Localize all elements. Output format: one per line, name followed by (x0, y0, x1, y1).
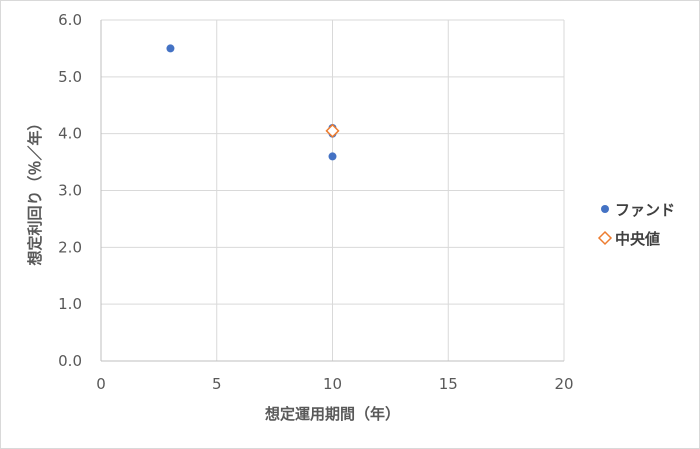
axes (100, 20, 564, 362)
y-tick-label: 4.0 (58, 125, 82, 143)
y-tick-label: 5.0 (58, 68, 82, 86)
y-tick-label: 1.0 (58, 295, 82, 313)
series (166, 44, 340, 161)
y-tick-label: 2.0 (58, 238, 82, 256)
tick-labels: 0.0 1.0 2.0 3.0 4.0 5.0 6.0 0 5 10 15 20 (58, 11, 573, 393)
legend-diamond-marker (597, 230, 613, 246)
x-tick-label: 20 (554, 375, 573, 393)
y-tick-label: 6.0 (58, 11, 82, 29)
y-tick-label: 0.0 (58, 352, 82, 370)
legend-circle-marker (601, 205, 609, 213)
y-tick-label: 3.0 (58, 182, 82, 200)
x-tick-label: 10 (323, 375, 342, 393)
median-point (325, 123, 340, 138)
grid (101, 19, 565, 361)
fund-point (166, 44, 175, 53)
x-tick-label: 15 (439, 375, 458, 393)
x-tick-label: 5 (212, 375, 222, 393)
fund-point (328, 152, 337, 161)
y-axis-title: 想定利回り（％／年） (26, 115, 44, 266)
x-axis-title: 想定運用期間（年） (264, 405, 400, 423)
legend-label: ファンド (615, 201, 675, 219)
legend-label: 中央値 (615, 230, 660, 248)
x-tick-label: 0 (96, 375, 106, 393)
